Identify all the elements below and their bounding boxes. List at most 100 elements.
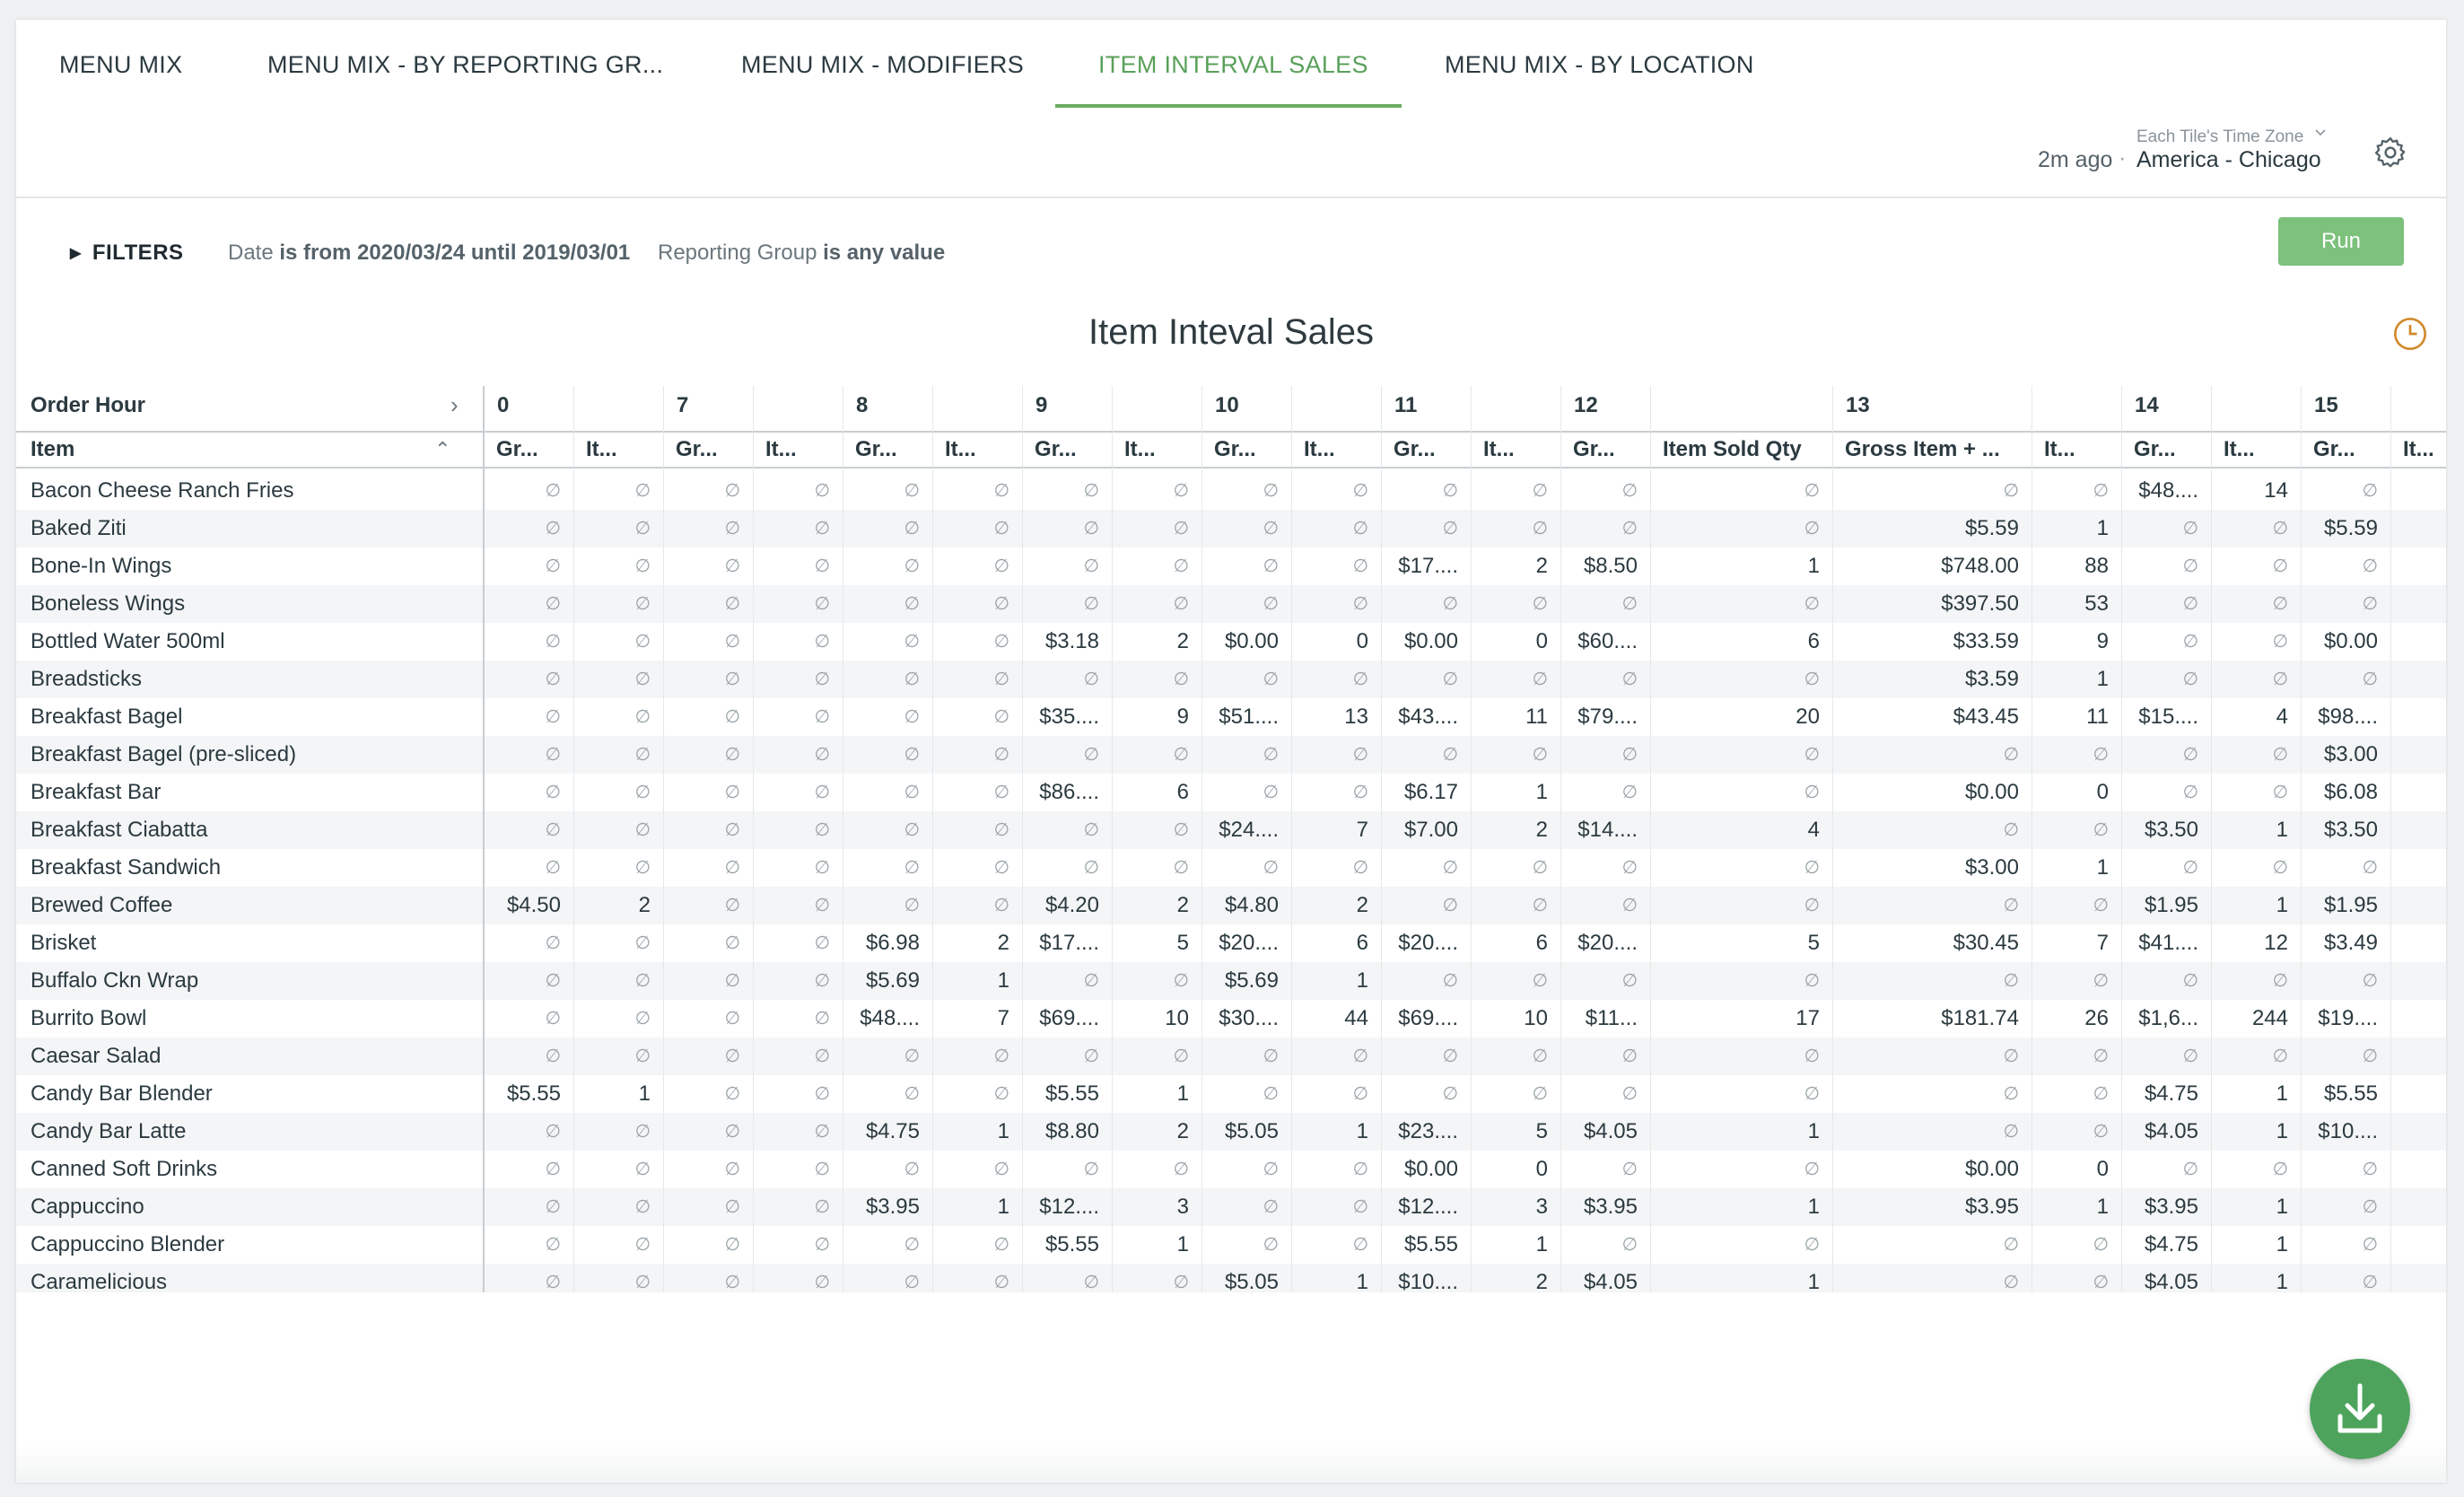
table-cell[interactable]: 1 [1535, 780, 1548, 804]
null-value-icon[interactable]: ∅ [2390, 1188, 2446, 1226]
clock-icon[interactable] [2392, 316, 2428, 352]
table-cell[interactable]: $3.95 [2144, 1195, 2198, 1219]
table-cell[interactable]: $3.18 [1044, 629, 1099, 653]
null-value-icon[interactable]: ∅ [2362, 1046, 2378, 1066]
tab-menu-mix-by-reporting-group[interactable]: MENU MIX - BY REPORTING GR... [267, 51, 664, 78]
null-value-icon[interactable]: ∅ [1621, 971, 1638, 991]
table-cell[interactable]: $23.... [1398, 1119, 1458, 1143]
column-header[interactable]: It... [945, 437, 976, 461]
column-header[interactable]: Gr... [1573, 437, 1615, 461]
table-cell[interactable]: 7 [2096, 931, 2109, 955]
null-value-icon[interactable]: ∅ [1352, 858, 1368, 878]
table-cell[interactable]: 1 [1807, 1270, 1820, 1292]
null-value-icon[interactable]: ∅ [2272, 745, 2288, 765]
table-cell[interactable]: $3.59 [1964, 667, 2019, 691]
table-cell[interactable]: 1 [2096, 1195, 2109, 1219]
null-value-icon[interactable]: ∅ [1263, 783, 1279, 802]
table-cell[interactable]: $4.05 [1583, 1119, 1638, 1143]
null-value-icon[interactable]: ∅ [724, 1122, 740, 1142]
table-cell[interactable] [2390, 1000, 2446, 1037]
table-cell[interactable]: $6.08 [2323, 780, 2378, 804]
null-value-icon[interactable]: ∅ [724, 783, 740, 802]
null-value-icon[interactable]: ∅ [2390, 736, 2446, 774]
null-value-icon[interactable]: ∅ [2362, 1197, 2378, 1217]
null-value-icon[interactable]: ∅ [545, 1197, 561, 1217]
table-cell[interactable]: 3 [1176, 1195, 1189, 1219]
table-cell[interactable]: 7 [1356, 818, 1368, 842]
table-cell[interactable]: $10.... [2318, 1119, 2378, 1143]
table-cell[interactable]: 10 [1165, 1006, 1189, 1030]
column-header[interactable]: Gr... [2313, 437, 2355, 461]
null-value-icon[interactable]: ∅ [814, 1084, 830, 1104]
table-cell[interactable]: 6 [1356, 931, 1368, 955]
table-cell[interactable]: $35.... [1039, 705, 1099, 729]
table-cell[interactable]: $0.00 [1964, 780, 2019, 804]
null-value-icon[interactable]: ∅ [634, 1235, 651, 1255]
null-value-icon[interactable]: ∅ [1352, 745, 1368, 765]
null-value-icon[interactable]: ∅ [1083, 670, 1099, 689]
null-value-icon[interactable]: ∅ [1173, 556, 1189, 576]
table-cell[interactable]: $30.45 [1953, 931, 2019, 955]
null-value-icon[interactable]: ∅ [1173, 670, 1189, 689]
null-value-icon[interactable]: ∅ [1804, 858, 1820, 878]
null-value-icon[interactable]: ∅ [1263, 1084, 1279, 1104]
table-cell[interactable]: 7 [997, 1006, 1009, 1030]
null-value-icon[interactable]: ∅ [1621, 670, 1638, 689]
null-value-icon[interactable]: ∅ [2003, 481, 2019, 501]
item-name[interactable]: Boneless Wings [31, 591, 186, 616]
table-cell[interactable]: $60.... [1577, 629, 1638, 653]
item-name[interactable]: Breakfast Bagel [31, 705, 183, 729]
table-cell[interactable]: $3.95 [1964, 1195, 2019, 1219]
table-cell[interactable]: $748.00 [1941, 554, 2019, 578]
table-cell[interactable]: $20.... [1398, 931, 1458, 955]
null-value-icon[interactable]: ∅ [724, 556, 740, 576]
item-name[interactable]: Caesar Salad [31, 1044, 162, 1068]
table-cell[interactable]: $1.95 [2144, 893, 2198, 917]
null-value-icon[interactable]: ∅ [2390, 962, 2446, 1000]
null-value-icon[interactable]: ∅ [993, 594, 1009, 614]
table-cell[interactable]: 11 [2086, 705, 2109, 729]
null-value-icon[interactable]: ∅ [2003, 971, 2019, 991]
table-cell[interactable]: 9 [1176, 705, 1189, 729]
null-value-icon[interactable]: ∅ [634, 783, 651, 802]
table-cell[interactable]: $20.... [1577, 931, 1638, 955]
null-value-icon[interactable]: ∅ [545, 820, 561, 840]
table-cell[interactable]: $30.... [1219, 1006, 1279, 1030]
item-name[interactable]: Bottled Water 500ml [31, 629, 225, 653]
table-cell[interactable]: $5.55 [506, 1081, 561, 1106]
item-column-header[interactable]: Item [31, 437, 75, 461]
table-cell[interactable]: 13 [1344, 705, 1368, 729]
null-value-icon[interactable]: ∅ [1621, 1235, 1638, 1255]
table-cell[interactable]: $397.50 [1941, 591, 2019, 616]
table-cell[interactable]: 6 [1807, 629, 1820, 653]
table-cell[interactable]: $5.59 [1964, 516, 2019, 540]
table-cell[interactable]: $86.... [1039, 780, 1099, 804]
null-value-icon[interactable]: ∅ [634, 971, 651, 991]
table-cell[interactable]: 2 [1176, 1119, 1189, 1143]
null-value-icon[interactable]: ∅ [1173, 594, 1189, 614]
table-cell[interactable]: 17 [1796, 1006, 1820, 1030]
null-value-icon[interactable]: ∅ [993, 820, 1009, 840]
null-value-icon[interactable]: ∅ [634, 1273, 651, 1292]
table-cell[interactable]: $5.05 [1224, 1119, 1279, 1143]
null-value-icon[interactable]: ∅ [814, 1197, 830, 1217]
item-name[interactable]: Breakfast Bagel (pre-sliced) [31, 742, 297, 766]
table-cell[interactable]: 44 [1344, 1006, 1368, 1030]
table-cell[interactable]: $4.20 [1044, 893, 1099, 917]
null-value-icon[interactable]: ∅ [1621, 783, 1638, 802]
null-value-icon[interactable]: ∅ [2390, 1037, 2446, 1075]
null-value-icon[interactable]: ∅ [2093, 1273, 2109, 1292]
null-value-icon[interactable]: ∅ [1263, 745, 1279, 765]
null-value-icon[interactable]: ∅ [814, 594, 830, 614]
table-cell[interactable]: $51.... [1219, 705, 1279, 729]
null-value-icon[interactable]: ∅ [1083, 481, 1099, 501]
null-value-icon[interactable]: ∅ [2093, 1046, 2109, 1066]
table-cell[interactable]: $5.05 [1224, 1270, 1279, 1292]
table-cell[interactable]: $1,6... [2138, 1006, 2198, 1030]
null-value-icon[interactable]: ∅ [1804, 1046, 1820, 1066]
table-cell[interactable]: $5.55 [2323, 1081, 2378, 1106]
item-name[interactable]: Cappuccino [31, 1195, 144, 1219]
null-value-icon[interactable]: ∅ [545, 1009, 561, 1029]
null-value-icon[interactable]: ∅ [545, 1122, 561, 1142]
null-value-icon[interactable]: ∅ [1083, 858, 1099, 878]
